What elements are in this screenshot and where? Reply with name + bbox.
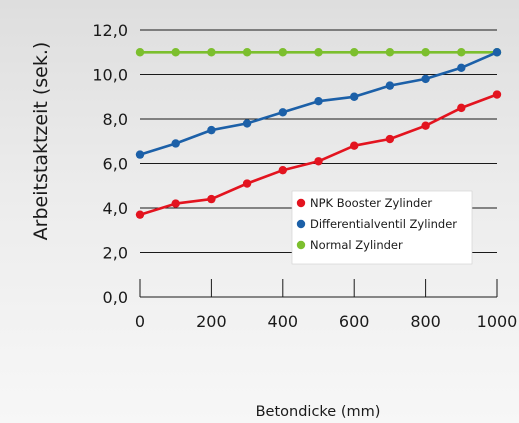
data-point [385, 81, 395, 90]
y-tick-label: 10,0 [92, 66, 128, 85]
y-axis-title: Arbeitstaktzeit (sek.) [30, 42, 52, 241]
data-point [421, 121, 430, 130]
x-tick-label: 200 [196, 312, 227, 331]
data-point [457, 63, 466, 73]
x-tick-label: 1000 [477, 312, 518, 331]
legend-box [291, 190, 473, 265]
data-point [207, 194, 216, 204]
data-point [135, 210, 145, 219]
data-point [278, 48, 287, 57]
legend-label: Normal Zylinder [310, 238, 403, 252]
data-point [207, 125, 216, 135]
data-point [314, 157, 323, 166]
legend-label: Differentialventil Zylinder [310, 217, 457, 231]
data-point [492, 90, 502, 99]
y-tick-label: 8,0 [103, 110, 128, 129]
data-point [242, 179, 252, 188]
data-point [421, 74, 430, 84]
data-point [242, 119, 252, 128]
data-point [314, 97, 323, 106]
x-tick-label: 0 [135, 312, 145, 331]
data-point [350, 141, 359, 150]
data-point [278, 165, 287, 175]
y-tick-label: 2,0 [103, 244, 128, 263]
data-point [385, 134, 395, 144]
x-axis-title: Betondicke (mm) [256, 404, 381, 420]
data-point [350, 48, 359, 57]
data-point [135, 48, 145, 57]
x-tick-label: 400 [268, 312, 299, 331]
legend-label: NPK Booster Zylinder [310, 196, 432, 210]
y-tick-label: 0,0 [103, 288, 128, 307]
data-point [314, 48, 323, 57]
data-point [171, 48, 180, 57]
data-point [278, 108, 287, 117]
y-tick-label: 6,0 [103, 155, 128, 174]
legend: NPK Booster Zylinder Differentialventil Z… [291, 190, 473, 265]
data-point [457, 103, 466, 113]
data-point [171, 139, 180, 148]
y-tick-label: 4,0 [103, 199, 128, 218]
y-tick-label: 12,0 [92, 21, 128, 40]
data-point [492, 48, 502, 57]
x-tick-label: 600 [339, 312, 370, 331]
x-tick-label: 800 [410, 312, 441, 331]
data-point [242, 48, 252, 57]
axis-layer: 0,0 2,0 4,0 6,0 8,0 10,0 12,0 0 200 400 600 800 1000 [92, 21, 517, 331]
data-point [421, 48, 430, 57]
data-point [207, 48, 216, 57]
data-point [385, 48, 395, 57]
legend-marker [296, 240, 306, 250]
data-point [350, 92, 359, 101]
legend-marker [296, 198, 306, 208]
data-point [171, 199, 180, 208]
data-point [135, 150, 145, 159]
legend-marker [296, 219, 306, 229]
data-point [457, 48, 466, 57]
series-layer [135, 48, 502, 219]
